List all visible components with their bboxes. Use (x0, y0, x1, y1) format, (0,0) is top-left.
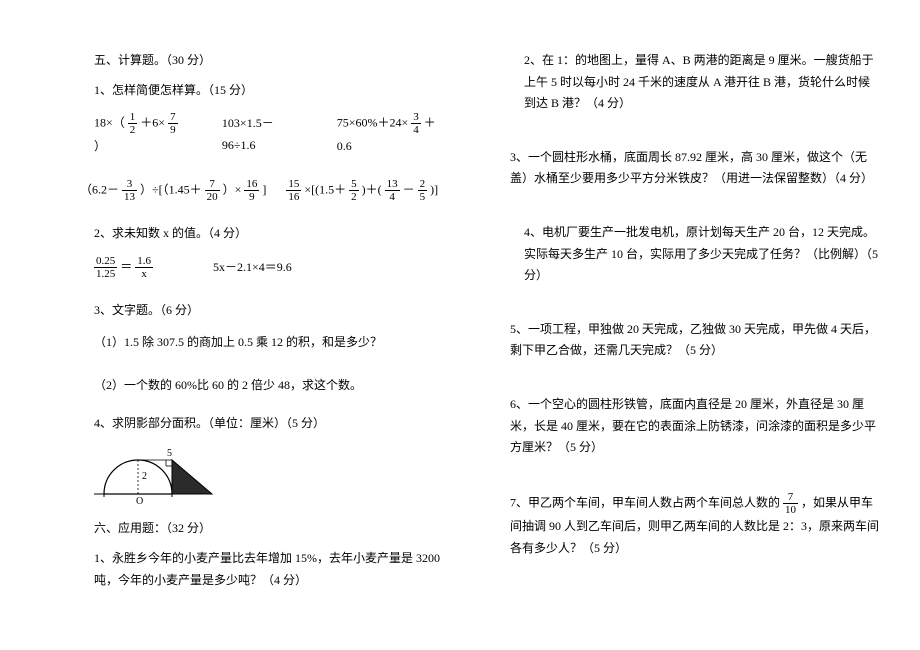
fraction: 710 (783, 491, 798, 516)
section-5-title: 五、计算题。（30 分） (80, 50, 450, 72)
page: 五、计算题。（30 分） 1、怎样简便怎样算。（15 分） 18×（ 12 ＋6… (0, 0, 920, 631)
text: ＋6× (140, 116, 165, 130)
text: )＋( (362, 182, 382, 196)
left-column: 五、计算题。（30 分） 1、怎样简便怎样算。（15 分） 18×（ 12 ＋6… (80, 50, 450, 601)
text: ）÷[（1.45＋ (140, 182, 202, 196)
den: 4 (411, 124, 421, 136)
text: ×[(1.5＋ (304, 182, 346, 196)
den: 4 (385, 191, 400, 203)
den: 16 (286, 191, 301, 203)
app5: 5、一项工程，甲独做 20 天完成，乙独做 30 天完成，甲先做 4 天后，剩下… (510, 319, 880, 362)
q1r2b: 1516 ×[(1.5＋ 52 )＋( 134 － 25 )] (286, 178, 438, 203)
den: 2 (128, 124, 138, 136)
app3: 3、一个圆柱形水桶，底面周长 87.92 厘米，高 30 厘米，做这个（无盖）水… (510, 147, 880, 190)
text: 75×60%＋24× (337, 116, 409, 130)
fraction: 25 (418, 178, 428, 203)
text: 18×（ (94, 116, 125, 130)
app6: 6、一个空心的圆柱形铁管，底面内直径是 20 厘米，外直径是 30 厘米，长是 … (510, 394, 880, 459)
num: 1 (128, 111, 138, 124)
semicircle-diagram-icon: 5 2 O (94, 444, 214, 506)
num: 5 (349, 178, 359, 191)
q4-figure: 5 2 O (94, 444, 450, 506)
text: ＝ (120, 259, 132, 273)
fraction: 1516 (286, 178, 301, 203)
q1-row1: 18×（ 12 ＋6× 79 ） 103×1.5－96÷1.6 75×60%＋2… (80, 111, 450, 158)
den: 9 (244, 191, 259, 203)
fraction: 79 (168, 111, 178, 136)
den: 10 (783, 504, 798, 516)
fraction: 134 (385, 178, 400, 203)
den: 1.25 (94, 268, 117, 280)
num: 7 (783, 491, 798, 504)
q2-eqs: 0.251.25 ＝ 1.6x 5x－2.1×4＝9.6 (80, 255, 450, 280)
label-2: 2 (142, 471, 147, 482)
num: 15 (286, 178, 301, 191)
app7: 7、甲乙两个车间，甲车间人数占两个车间总人数的 710 ，如果从甲车间抽调 90… (510, 491, 880, 559)
num: 2 (418, 178, 428, 191)
q3-sub1: （1）1.5 除 307.5 的商加上 0.5 乘 12 的积，和是多少？ (80, 332, 450, 354)
text: ） (94, 139, 106, 153)
den: 20 (205, 191, 220, 203)
den: 5 (418, 191, 428, 203)
fraction: 34 (411, 111, 421, 136)
q3-sub2: （2）一个数的 60%比 60 的 2 倍少 48，求这个数。 (80, 375, 450, 397)
fraction: 1.6x (135, 255, 153, 280)
fraction: 12 (128, 111, 138, 136)
fraction: 313 (122, 178, 137, 203)
num: 3 (411, 111, 421, 124)
right-column: 2、在 1：的地图上，量得 A、B 两港的距离是 9 厘米。一艘货船于上午 5 … (510, 50, 880, 601)
q1r1c: 75×60%＋24× 34 ＋0.6 (337, 111, 450, 158)
text: )] (430, 182, 438, 196)
fraction: 720 (205, 178, 220, 203)
num: 7 (205, 178, 220, 191)
text: ] (262, 182, 266, 196)
label-5: 5 (167, 448, 172, 459)
q2-title: 2、求未知数 x 的值。（4 分） (80, 223, 450, 245)
text: 7、甲乙两个车间，甲车间人数占两个车间总人数的 (510, 495, 780, 509)
app2: 2、在 1：的地图上，量得 A、B 两港的距离是 9 厘米。一艘货船于上午 5 … (510, 50, 880, 115)
num: 1.6 (135, 255, 153, 268)
den: 9 (168, 124, 178, 136)
app4: 4、电机厂要生产一批发电机，原计划每天生产 20 台，12 天完成。实际每天多生… (510, 222, 880, 287)
num: 16 (244, 178, 259, 191)
app1: 1、永胜乡今年的小麦产量比去年增加 15%，去年小麦产量是 3200 吨，今年的… (80, 548, 450, 591)
num: 0.25 (94, 255, 117, 268)
q1r1b: 103×1.5－96÷1.6 (222, 113, 307, 156)
q1r2a: （6.2－ 313 ）÷[（1.45＋ 720 ）× 169 ] (80, 178, 266, 203)
fraction: 0.251.25 (94, 255, 117, 280)
den: 2 (349, 191, 359, 203)
text: ）× (223, 182, 242, 196)
q1-row2: （6.2－ 313 ）÷[（1.45＋ 720 ）× 169 ] 1516 ×[… (80, 178, 450, 203)
fraction: 52 (349, 178, 359, 203)
section-6-title: 六、应用题：（32 分） (80, 518, 450, 540)
q2b: 5x－2.1×4＝9.6 (213, 257, 292, 279)
q4-title: 4、求阴影部分面积。（单位：厘米）（5 分） (80, 413, 450, 435)
num: 13 (385, 178, 400, 191)
num: 7 (168, 111, 178, 124)
text: － (403, 182, 415, 196)
q1-title: 1、怎样简便怎样算。（15 分） (80, 80, 450, 102)
text: （6.2－ (80, 182, 119, 196)
label-O: O (136, 496, 143, 506)
q2a: 0.251.25 ＝ 1.6x (94, 255, 153, 280)
den: x (135, 268, 153, 280)
den: 13 (122, 191, 137, 203)
q1r1a: 18×（ 12 ＋6× 79 ） (94, 111, 192, 158)
num: 3 (122, 178, 137, 191)
fraction: 169 (244, 178, 259, 203)
q3-title: 3、文字题。（6 分） (80, 300, 450, 322)
